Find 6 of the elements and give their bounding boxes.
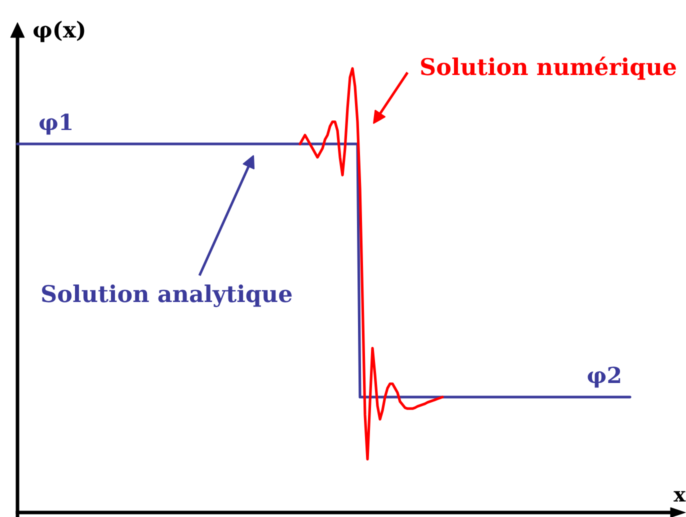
- text: Solution numérique: [420, 54, 678, 81]
- annotation: φ1: [38, 110, 74, 136]
- x-axis-title: x: [674, 482, 686, 506]
- annotation: φ2: [586, 363, 622, 390]
- text: Solution analytique: [40, 281, 293, 308]
- y-axis-title: φ(x): [32, 18, 86, 44]
